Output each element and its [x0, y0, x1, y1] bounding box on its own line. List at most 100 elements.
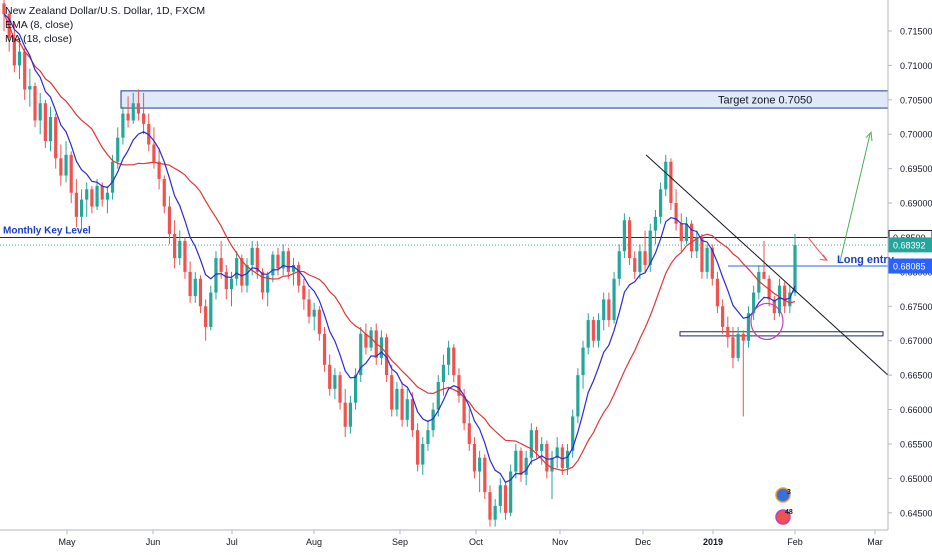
candle-body	[679, 223, 683, 241]
candle-body	[415, 430, 420, 465]
candle-body	[602, 299, 606, 321]
candle-body	[472, 443, 477, 472]
candle-body	[235, 258, 239, 279]
candle-body	[17, 51, 22, 66]
candle-body	[509, 471, 513, 513]
candle-body	[219, 258, 223, 272]
candle-body	[514, 450, 518, 472]
candle-body	[426, 430, 430, 444]
x-tick-label: Mar	[867, 537, 883, 547]
y-tick-label: 0.71000	[900, 61, 932, 71]
candle-body	[431, 409, 435, 431]
candle-body	[95, 185, 99, 207]
candle-body	[581, 347, 585, 376]
candle-body	[204, 306, 208, 327]
candle-body	[705, 247, 709, 272]
candle-body	[576, 375, 580, 417]
candle-body	[695, 237, 699, 252]
candle-body	[447, 347, 451, 365]
candle-body	[121, 113, 125, 138]
candle-body	[684, 223, 689, 241]
candle-body	[762, 271, 766, 279]
indicators	[3, 13, 796, 484]
candle-body	[364, 333, 368, 348]
candle-body	[307, 299, 311, 317]
y-tick-label: 0.69000	[900, 199, 932, 209]
candle-body	[421, 443, 425, 465]
candle-body	[198, 278, 203, 307]
candle-body	[359, 333, 363, 376]
candle-body	[503, 485, 508, 513]
candle-body	[271, 254, 275, 276]
event-badge-count: 48	[785, 509, 793, 516]
candle-body	[276, 254, 280, 269]
candle-body	[152, 144, 156, 162]
candle-body	[100, 185, 104, 200]
candle-body	[524, 457, 528, 475]
candle-body	[105, 192, 110, 200]
candle-body	[2, 3, 6, 14]
candle-body	[658, 189, 663, 217]
long-entry-label: Long entry	[837, 254, 895, 266]
candle-body	[633, 258, 637, 272]
candle-body	[746, 313, 751, 341]
candle-body	[297, 265, 301, 286]
legend-ema: EMA (8, close)	[5, 19, 74, 31]
x-tick-label: Aug	[306, 537, 322, 547]
event-badge-icon[interactable]	[775, 509, 791, 525]
candle-body	[317, 309, 321, 334]
event-badge-icon[interactable]	[775, 487, 791, 503]
candle-body	[131, 103, 135, 121]
candle-body	[783, 285, 787, 307]
candle-body	[452, 347, 456, 376]
candle-body	[457, 375, 461, 396]
candle-body	[260, 271, 265, 293]
candle-body	[467, 423, 471, 444]
candle-body	[612, 278, 616, 321]
candle-body	[348, 402, 352, 427]
candle-body	[240, 258, 244, 286]
candle-body	[281, 251, 285, 269]
candle-body	[333, 375, 337, 389]
candle-body	[493, 505, 497, 520]
candle-body	[721, 306, 725, 327]
candle-body	[126, 113, 130, 121]
x-tick-label: Oct	[469, 537, 484, 547]
candle-body	[653, 216, 658, 231]
candle-body	[328, 364, 332, 389]
candle-body	[627, 220, 632, 259]
candle-body	[483, 457, 487, 493]
y-tick-label: 0.66000	[900, 405, 932, 415]
candle-body	[777, 285, 782, 314]
candle-body	[478, 457, 482, 472]
candle-body	[291, 265, 296, 272]
candle-body	[214, 258, 218, 293]
support-box	[679, 331, 884, 337]
x-tick-label: Feb	[787, 537, 803, 547]
breakout-arrow-head	[819, 254, 829, 261]
x-tick-label: Jul	[226, 537, 238, 547]
candle-body	[617, 251, 621, 279]
candle-body	[534, 430, 539, 451]
candle-body	[700, 237, 704, 272]
candle-body	[395, 388, 399, 410]
candle-body	[519, 450, 523, 475]
candle-body	[286, 251, 290, 272]
candle-body	[209, 292, 213, 327]
candle-body	[736, 333, 740, 358]
candle-body	[343, 402, 347, 427]
key-level-label: Monthly Key Level	[3, 225, 91, 236]
candle-body	[245, 265, 249, 286]
y-tick-label: 0.65500	[900, 439, 932, 449]
y-tick-label: 0.71500	[900, 26, 932, 36]
candle-body	[488, 492, 492, 520]
candle-body	[498, 485, 502, 506]
candle-body	[338, 375, 342, 403]
candle-body	[28, 86, 32, 90]
candles	[2, 0, 797, 527]
price-label: 0.68085	[893, 262, 926, 272]
candle-body	[540, 443, 544, 451]
ema-line	[3, 13, 796, 484]
